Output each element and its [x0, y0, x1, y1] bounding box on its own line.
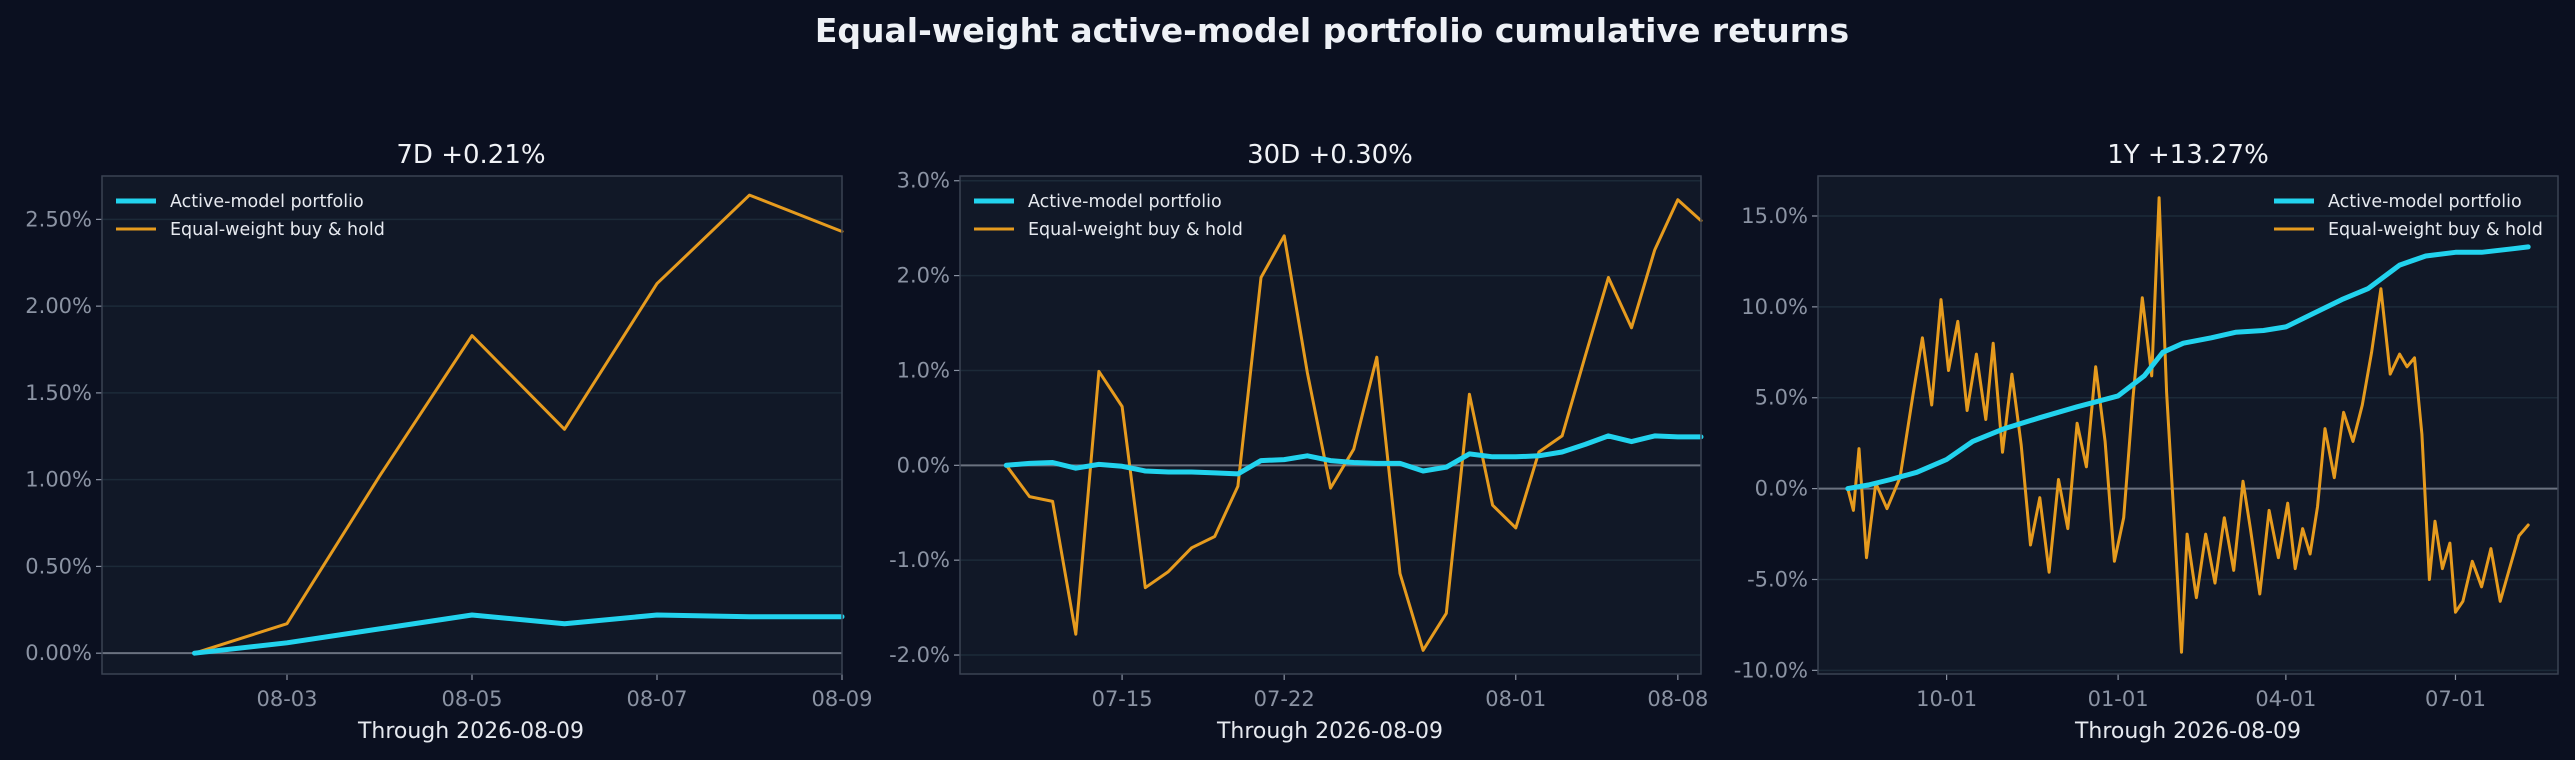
- x-tick-label: 08-08: [1647, 687, 1708, 711]
- active-model-line-1y: [1845, 244, 2531, 492]
- legend-label: Active-model portfolio: [1028, 192, 1222, 212]
- plot-area-30d: -2.0% -1.0% 0.0% 1.0% 2.0% 3.0% 07-15 07-22 08-0…: [889, 169, 1708, 711]
- x-tick-label: 07-22: [1254, 687, 1315, 711]
- buy-hold-line-1y: [1846, 196, 2530, 654]
- x-axis-label-30d: Through 2026-08-09: [1216, 719, 1443, 744]
- y-tick-label: 0.0%: [897, 453, 950, 477]
- x-tick-label: 07-01: [2425, 687, 2486, 711]
- legend-30d: Active-model portfolio Equal-weight buy &…: [974, 192, 1243, 240]
- plot-frame-1y: [1817, 175, 2559, 675]
- x-tick-label: 04-01: [2255, 687, 2316, 711]
- buy-hold-line-7d: [193, 193, 844, 655]
- y-tick-label: -10.0%: [1734, 658, 1808, 682]
- y-tick-label: 1.50%: [25, 381, 92, 405]
- plot-frame-7d: [101, 175, 843, 675]
- y-tick-label: 10.0%: [1741, 295, 1808, 319]
- x-tick-label: 08-07: [626, 687, 687, 711]
- legend-7d: Active-model portfolio Equal-weight buy &…: [116, 192, 385, 240]
- plot-area-1y: -10.0% -5.0% 0.0% 5.0% 10.0% 15.0% 10-01 01-01 0…: [1734, 175, 2559, 711]
- y-tick-label: 3.0%: [897, 169, 950, 193]
- panel-title-30d: 30D +0.30%: [1247, 140, 1413, 170]
- y-tick-label: 0.50%: [25, 554, 92, 578]
- y-tick-label: 2.00%: [25, 294, 92, 318]
- active-model-line-7d: [192, 612, 845, 656]
- legend-label: Active-model portfolio: [2328, 192, 2522, 212]
- y-tick-label: -2.0%: [889, 643, 950, 667]
- x-tick-label: 01-01: [2088, 687, 2149, 711]
- buy-hold-line-30d: [1004, 198, 1703, 652]
- plot-frame-30d: [959, 175, 1702, 675]
- figure-title: Equal-weight active-model portfolio cumu…: [815, 11, 1849, 50]
- y-tick-label: 2.0%: [897, 264, 950, 288]
- legend-label: Equal-weight buy & hold: [170, 220, 385, 240]
- legend-label: Equal-weight buy & hold: [2328, 220, 2543, 240]
- x-tick-label: 08-05: [441, 687, 502, 711]
- y-tick-label: 0.00%: [25, 641, 92, 665]
- panel-7d: 7D +0.21% Through 2026-08-09: [357, 140, 584, 744]
- y-tick-label: -5.0%: [1747, 567, 1808, 591]
- y-tick-label: 1.00%: [25, 468, 92, 492]
- x-axis-label-1y: Through 2026-08-09: [2074, 719, 2301, 744]
- plot-background-7d: [102, 176, 842, 674]
- x-tick-label: 08-03: [256, 687, 317, 711]
- x-tick-label: 08-09: [811, 687, 872, 711]
- legend-label: Equal-weight buy & hold: [1028, 220, 1243, 240]
- plot-area-7d: 0.00% 0.50% 1.00% 1.50% 2.00% 2.50% 08-03 08-05…: [25, 175, 873, 711]
- x-axis-label-7d: Through 2026-08-09: [357, 719, 584, 744]
- y-tick-label: 2.50%: [25, 207, 92, 231]
- x-tick-label: 10-01: [1916, 687, 1977, 711]
- legend-label: Active-model portfolio: [170, 192, 364, 212]
- panel-title-7d: 7D +0.21%: [396, 140, 545, 170]
- plot-background-30d: [960, 176, 1701, 674]
- x-tick-label: 08-01: [1485, 687, 1546, 711]
- y-tick-label: -1.0%: [889, 548, 950, 572]
- panel-title-1y: 1Y +13.27%: [2107, 140, 2269, 170]
- active-model-line-30d: [1003, 433, 1704, 477]
- panel-1y: 1Y +13.27% Through 2026-08-09: [2074, 140, 2301, 744]
- y-tick-label: 15.0%: [1741, 204, 1808, 228]
- y-tick-label: 5.0%: [1755, 386, 1808, 410]
- x-tick-label: 07-15: [1092, 687, 1153, 711]
- y-tick-label: 0.0%: [1755, 477, 1808, 501]
- y-tick-label: 1.0%: [897, 358, 950, 382]
- panel-30d: 30D +0.30% Through 2026-08-09: [1216, 140, 1443, 744]
- legend-1y: Active-model portfolio Equal-weight buy &…: [2274, 192, 2543, 240]
- plot-background-1y: [1818, 176, 2558, 674]
